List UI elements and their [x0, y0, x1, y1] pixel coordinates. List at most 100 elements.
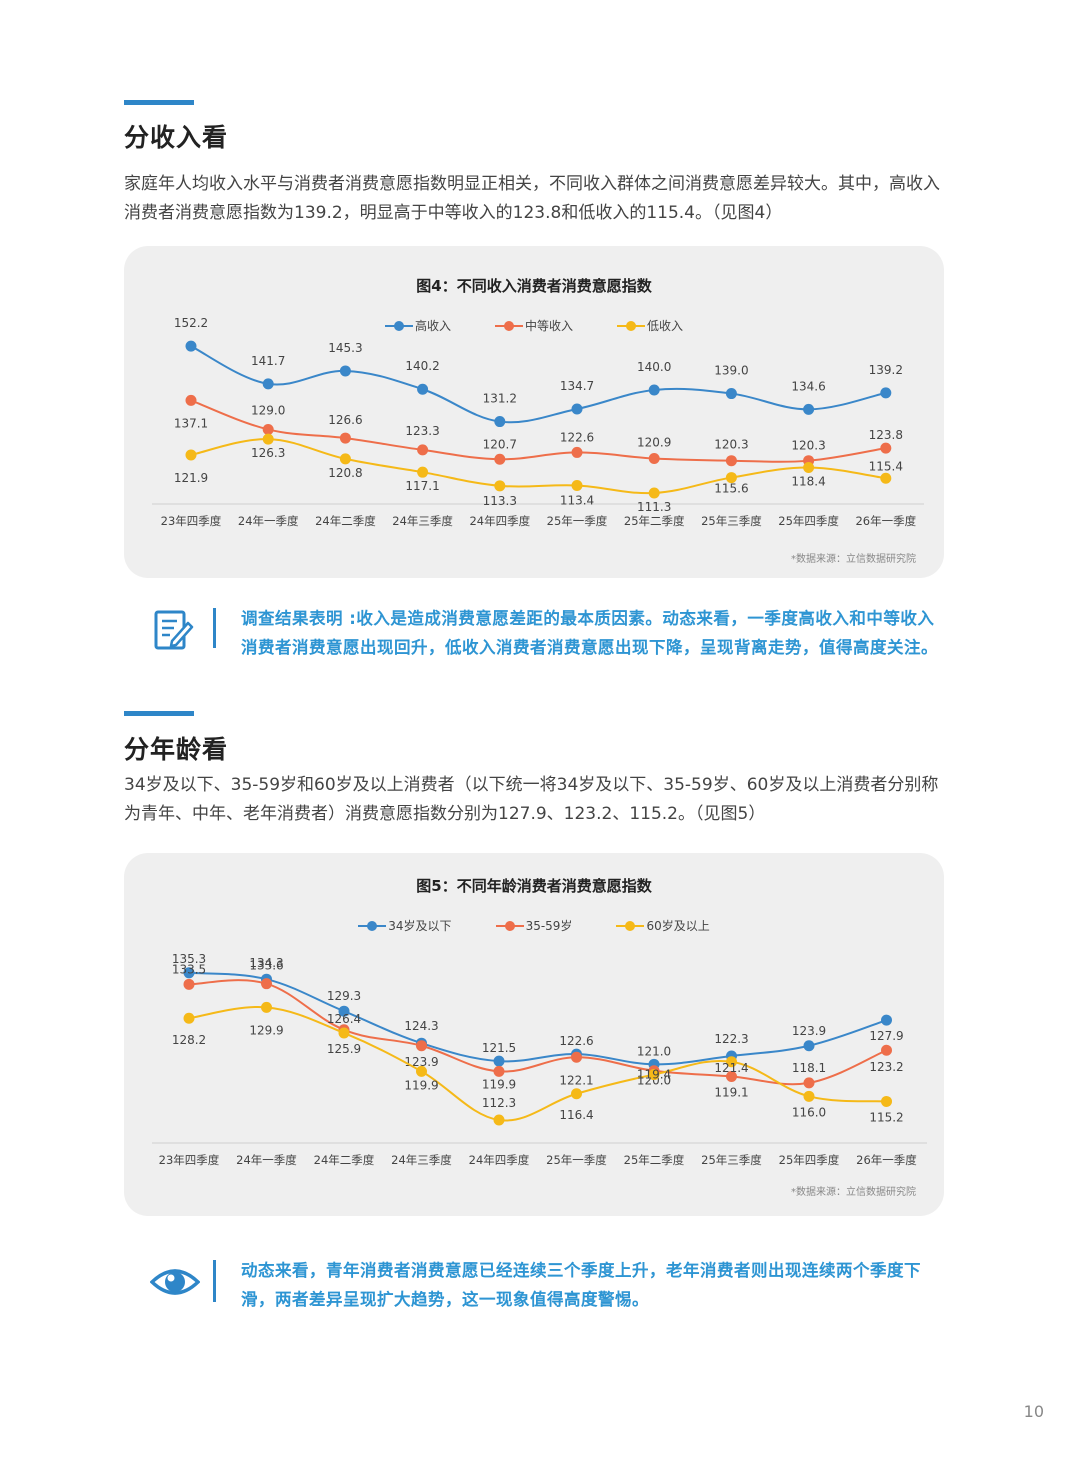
data-label: 140.2: [405, 359, 439, 373]
age-line-chart: 23年四季度 24年一季度 24年二季度 24年三季度 24年四季度 25年一季度 25年二…: [152, 952, 927, 1167]
data-label: 120.8: [328, 466, 362, 480]
data-label: 115.4: [869, 459, 903, 473]
data-point: [493, 1065, 505, 1077]
x-tick-label: 25年二季度: [624, 514, 685, 528]
data-label: 120.3: [791, 439, 825, 453]
data-label: 111.3: [637, 500, 671, 514]
x-tick-label: 26年一季度: [856, 1153, 917, 1167]
data-point: [880, 472, 892, 484]
data-label: 134.7: [560, 379, 594, 393]
data-point: [725, 472, 737, 484]
data-label: 115.6: [714, 482, 748, 496]
legend-swatch: [495, 920, 524, 931]
data-label: 120.7: [483, 437, 517, 451]
data-label: 123.3: [405, 424, 439, 438]
data-label: 112.3: [482, 1096, 516, 1110]
data-point: [183, 978, 195, 990]
data-label: 126.4: [327, 1012, 361, 1026]
age-chart-panel: 图5：不同年龄消费者消费意愿指数 34岁及以下 35-59岁 60岁及以上 23…: [124, 853, 944, 1216]
data-point: [571, 446, 583, 458]
legend-label: 高收入: [414, 319, 451, 333]
data-point: [494, 453, 506, 465]
data-point: [339, 453, 351, 465]
data-point: [417, 383, 429, 395]
data-point: [725, 388, 737, 400]
data-point: [261, 1001, 272, 1013]
section-title-age: 分年龄看: [124, 735, 229, 764]
x-tick-label: 24年二季度: [314, 1153, 375, 1167]
data-point: [185, 340, 197, 352]
income-line-chart: 23年四季度 24年一季度 24年二季度 24年三季度 24年四季度 25年一季度 25年二…: [152, 316, 924, 528]
note-text-age: 动态来看，青年消费者消费意愿已经连续三个季度上升，老年消费者则出现连续两个季度下…: [241, 1261, 921, 1309]
data-label: 119.4: [637, 1068, 671, 1082]
data-label: 121.0: [637, 1044, 671, 1058]
legend-item: 中等收入: [494, 317, 573, 334]
data-label: 120.9: [637, 436, 671, 450]
x-tick-label: 25年一季度: [546, 1153, 607, 1167]
legend-label: 中等收入: [524, 319, 573, 333]
data-label: 119.1: [714, 1085, 748, 1099]
legend-item: 低收入: [617, 317, 683, 334]
data-label: 123.9: [792, 1024, 826, 1038]
data-label: 131.2: [483, 392, 517, 406]
data-point: [185, 449, 197, 461]
data-label: 140.0: [637, 360, 671, 374]
note-divider: [213, 608, 216, 648]
eye-icon: [149, 1262, 201, 1306]
x-tick-label: 24年二季度: [315, 514, 376, 528]
data-point: [881, 1044, 892, 1056]
income-chart-panel: 图4：不同收入消费者消费意愿指数 高收入 中等收入 低收入 23年四季度 24年一…: [124, 246, 944, 578]
x-tick-label: 24年四季度: [469, 1153, 530, 1167]
data-point: [416, 1040, 427, 1052]
data-label: 145.3: [328, 341, 362, 355]
x-tick-label: 25年一季度: [547, 514, 608, 528]
x-tick-label: 24年三季度: [392, 514, 453, 528]
section-accent-bar: [124, 100, 194, 105]
legend-swatch: [358, 920, 387, 931]
legend-label: 低收入: [647, 319, 684, 333]
data-point: [417, 466, 429, 478]
legend-swatch: [384, 320, 413, 331]
legend-swatch: [494, 320, 523, 331]
data-label: 133.6: [249, 959, 283, 973]
chart-title: 图5：不同年龄消费者消费意愿指数: [416, 877, 652, 895]
legend-label: 34岁及以下: [388, 919, 452, 933]
data-label: 122.6: [559, 1034, 593, 1048]
data-label: 116.0: [792, 1105, 826, 1119]
note-divider: [213, 1260, 216, 1302]
data-point: [262, 433, 274, 445]
data-label: 127.9: [869, 1029, 903, 1043]
data-point: [726, 1070, 737, 1082]
data-label: 118.4: [791, 475, 825, 489]
data-point: [339, 365, 351, 377]
data-point: [803, 1077, 815, 1089]
legend-label: 60岁及以上: [646, 919, 710, 933]
data-point: [338, 1027, 350, 1039]
data-point: [262, 378, 274, 390]
legend-swatch: [616, 920, 645, 931]
data-point: [571, 403, 583, 415]
page-number: 10: [1023, 1402, 1044, 1421]
data-point: [648, 453, 660, 465]
x-tick-label: 24年一季度: [236, 1153, 297, 1167]
data-label: 118.1: [792, 1061, 826, 1075]
data-point: [183, 967, 195, 979]
data-point: [648, 384, 660, 396]
series-line: [188, 1005, 887, 1122]
x-tick-label: 25年三季度: [701, 1153, 762, 1167]
data-label: 123.8: [869, 428, 903, 442]
data-label: 135.3: [172, 952, 206, 966]
data-point: [571, 1088, 582, 1100]
data-label: 124.3: [404, 1019, 438, 1033]
data-label: 122.6: [560, 430, 594, 444]
data-label: 119.9: [404, 1078, 438, 1092]
data-label: 113.3: [483, 494, 517, 508]
data-label: 123.2: [869, 1060, 903, 1074]
legend-swatch: [617, 320, 645, 331]
x-tick-label: 26年一季度: [855, 514, 916, 528]
data-point: [648, 1069, 660, 1081]
data-point: [725, 455, 737, 467]
data-point: [338, 1005, 350, 1017]
section-title-income: 分收入看: [124, 123, 229, 152]
data-label: 126.6: [328, 413, 362, 427]
